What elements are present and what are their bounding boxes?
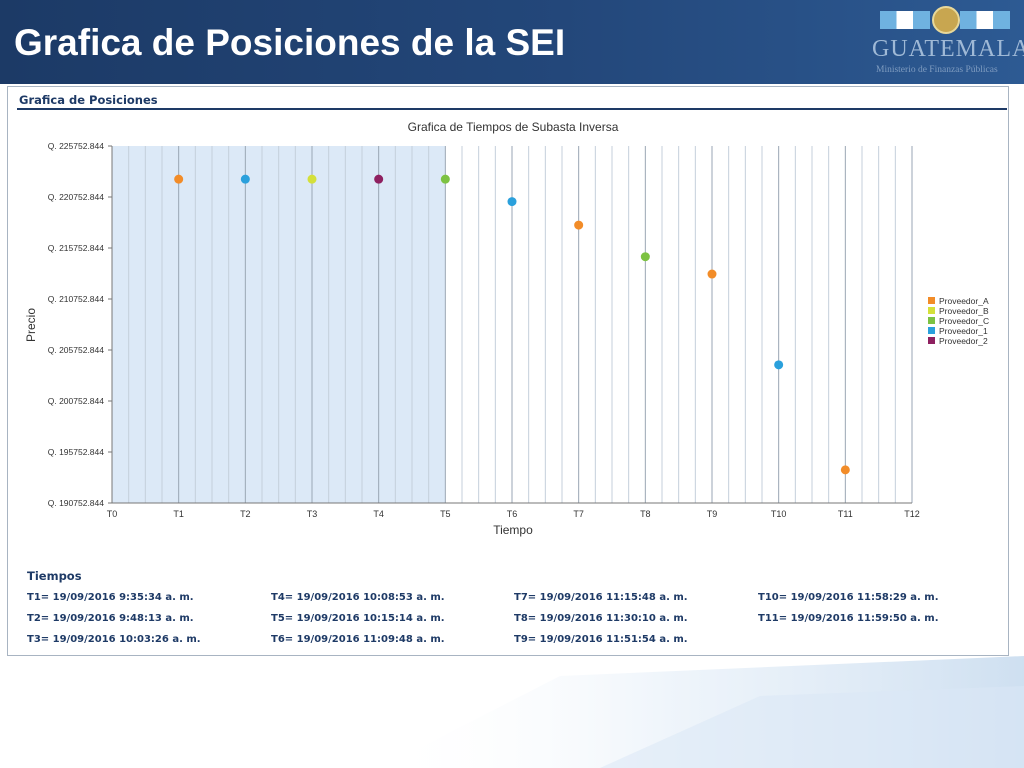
x-tick-label: T3 — [307, 509, 318, 519]
time-entry: T7= 19/09/2016 11:15:48 a. m. — [514, 592, 688, 603]
slide-header: Grafica de Posiciones de la SEI GUATEMAL… — [0, 0, 1024, 84]
data-point-proveedor_a — [574, 220, 584, 230]
flag-left-icon — [880, 11, 930, 29]
data-point-proveedor_b — [307, 174, 317, 184]
legend-swatch — [928, 317, 935, 324]
data-point-proveedor_1 — [774, 360, 784, 370]
legend-label: Proveedor_B — [939, 306, 989, 316]
legend-label: Proveedor_2 — [939, 336, 988, 346]
y-axis-label: Precio — [24, 308, 38, 342]
panel-title: Grafica de Posiciones — [19, 93, 158, 107]
data-point-proveedor_a — [174, 174, 184, 184]
time-entry: T9= 19/09/2016 11:51:54 a. m. — [514, 634, 688, 645]
time-entry: T11= 19/09/2016 11:59:50 a. m. — [758, 613, 939, 624]
background-decoration — [380, 656, 1024, 768]
data-point-proveedor_2 — [374, 174, 384, 184]
time-entry: T5= 19/09/2016 10:15:14 a. m. — [271, 613, 445, 624]
x-tick-label: T8 — [640, 509, 651, 519]
slide-title: Grafica de Posiciones de la SEI — [14, 22, 566, 63]
data-point-proveedor_a — [840, 465, 850, 475]
legend-label: Proveedor_C — [939, 316, 989, 326]
data-point-proveedor_c — [440, 174, 450, 184]
time-entry: T3= 19/09/2016 10:03:26 a. m. — [27, 634, 201, 645]
y-tick-label: Q. 220752.844 — [48, 192, 105, 202]
flag-right-icon — [960, 11, 1010, 29]
y-tick-label: Q. 195752.844 — [48, 447, 105, 457]
x-tick-label: T7 — [573, 509, 584, 519]
legend-swatch — [928, 327, 935, 334]
time-entry: T10= 19/09/2016 11:58:29 a. m. — [758, 592, 939, 603]
legend-label: Proveedor_A — [939, 296, 989, 306]
y-tick-label: Q. 225752.844 — [48, 141, 105, 151]
y-tick-label: Q. 200752.844 — [48, 396, 105, 406]
time-entry: T1= 19/09/2016 9:35:34 a. m. — [27, 592, 194, 603]
x-tick-label: T6 — [507, 509, 518, 519]
data-point-proveedor_c — [640, 252, 650, 262]
x-tick-label: T10 — [771, 509, 787, 519]
time-entry: T6= 19/09/2016 11:09:48 a. m. — [271, 634, 445, 645]
time-entry: T8= 19/09/2016 11:30:10 a. m. — [514, 613, 688, 624]
logo-subtitle: Ministerio de Finanzas Públicas — [876, 65, 998, 75]
logo-wordmark: GUATEMALA — [872, 36, 1024, 62]
legend-swatch — [928, 297, 935, 304]
data-point-proveedor_1 — [240, 174, 250, 184]
x-tick-label: T0 — [107, 509, 118, 519]
x-tick-label: T1 — [173, 509, 184, 519]
x-tick-label: T9 — [707, 509, 718, 519]
x-tick-label: T11 — [838, 509, 853, 519]
x-tick-label: T2 — [240, 509, 251, 519]
time-entry: T4= 19/09/2016 10:08:53 a. m. — [271, 592, 445, 603]
coat-of-arms-icon — [932, 6, 960, 34]
legend-swatch — [928, 307, 935, 314]
data-point-proveedor_1 — [507, 197, 517, 207]
data-point-proveedor_a — [707, 269, 717, 279]
x-tick-label: T4 — [373, 509, 384, 519]
y-tick-label: Q. 210752.844 — [48, 294, 105, 304]
y-tick-label: Q. 205752.844 — [48, 345, 105, 355]
panel-divider — [17, 108, 1007, 110]
x-tick-label: T5 — [440, 509, 451, 519]
guatemala-logo: GUATEMALA Ministerio de Finanzas Pública… — [868, 6, 1024, 80]
y-tick-label: Q. 190752.844 — [48, 498, 105, 508]
chart-title: Grafica de Tiempos de Subasta Inversa — [408, 120, 619, 134]
positions-chart: T0 T1 T2 T3 T4 T5 T6 T7 T8 T9 T10 T11 T12 Q. 190752.… — [24, 120, 989, 537]
time-entry: T2= 19/09/2016 9:48:13 a. m. — [27, 613, 194, 624]
times-heading: Tiempos — [27, 569, 82, 583]
legend-swatch — [928, 337, 935, 344]
x-axis-label: Tiempo — [493, 523, 533, 537]
legend-label: Proveedor_1 — [939, 326, 988, 336]
x-tick-label: T12 — [904, 509, 920, 519]
y-tick-label: Q. 215752.844 — [48, 243, 105, 253]
